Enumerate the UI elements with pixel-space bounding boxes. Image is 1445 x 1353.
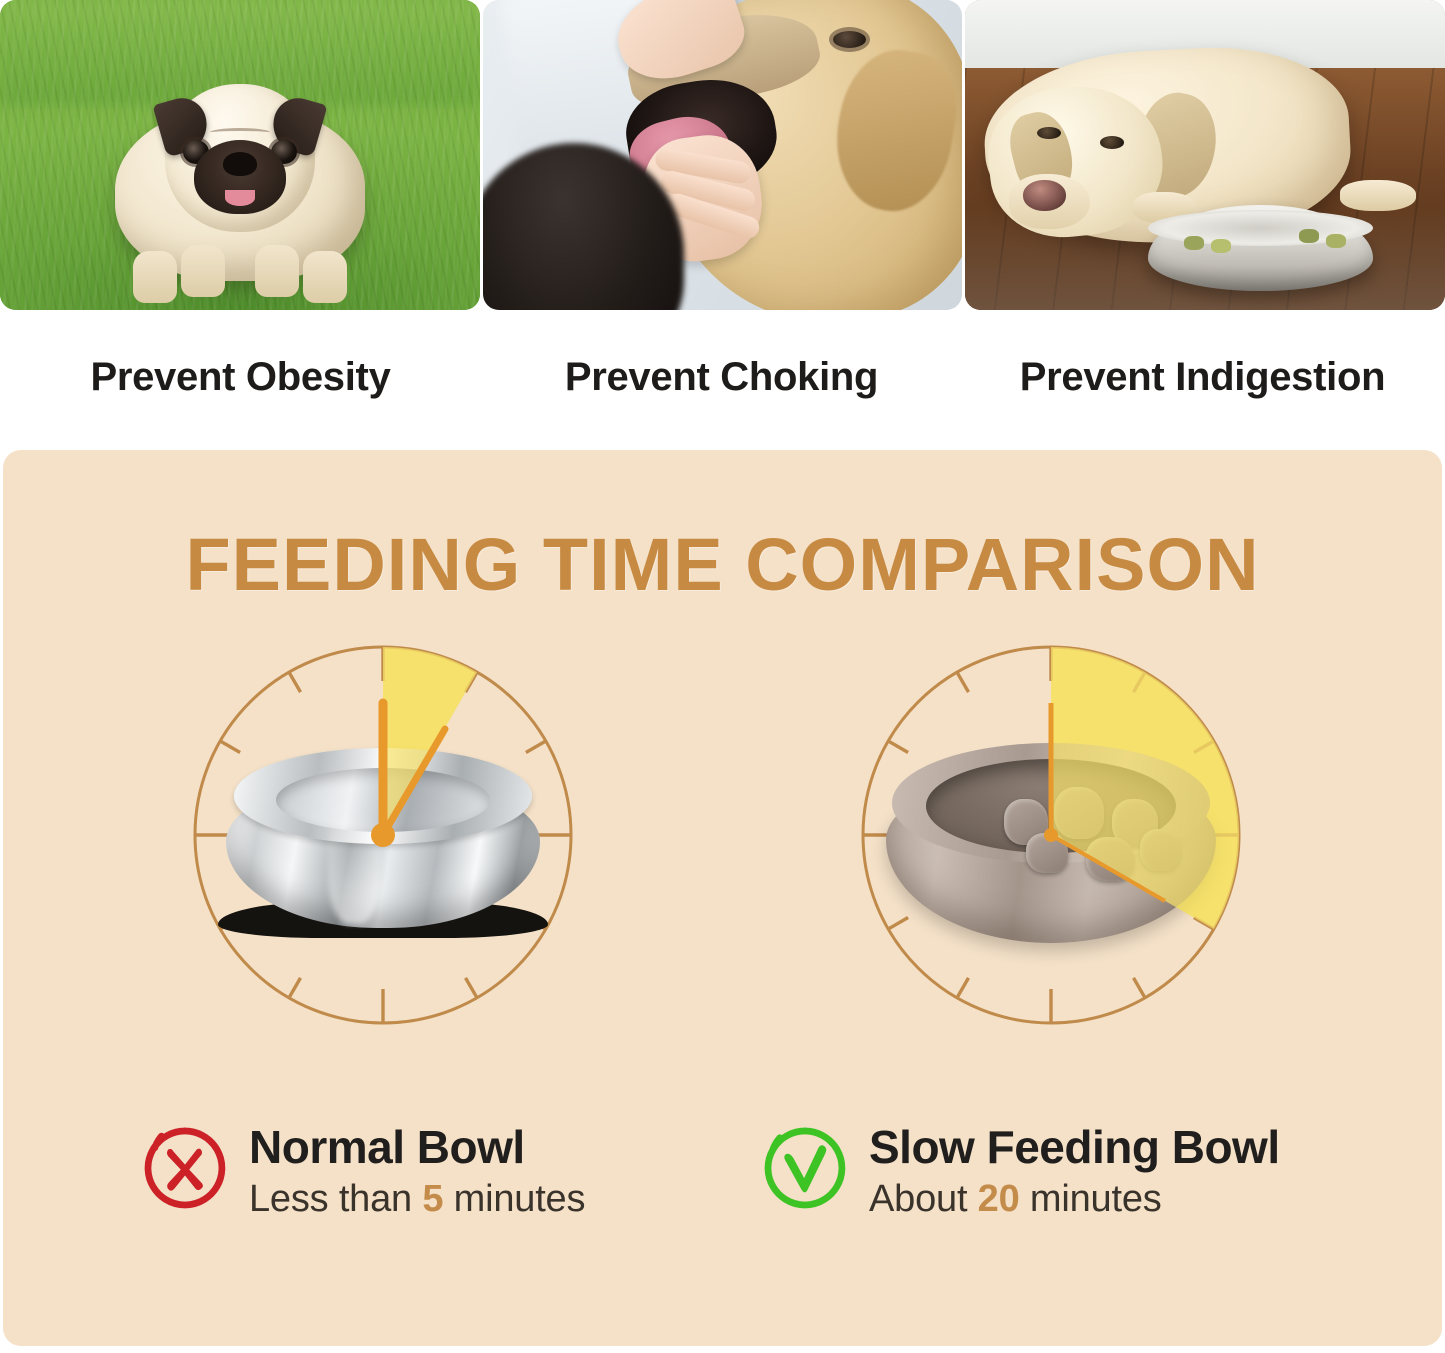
food-bowl (1147, 204, 1374, 292)
green-check-icon (764, 1127, 846, 1209)
dog-eye (832, 31, 867, 49)
caption-prevent-choking: Prevent Choking (564, 354, 879, 399)
bowl-highlight (328, 806, 380, 925)
pug-muzzle (193, 139, 286, 214)
maze-nub (1140, 829, 1180, 872)
caption-prevent-obesity: Prevent Obesity (90, 354, 391, 399)
pug-forehead-wrinkle (209, 127, 270, 137)
dial-comparison-row (3, 625, 1442, 1095)
photo-prevent-indigestion (965, 0, 1445, 310)
maze-nub (1026, 833, 1068, 874)
photo-prevent-obesity (0, 0, 480, 310)
pug-head (152, 83, 328, 232)
panel-title: FEEDING TIME COMPARISON (185, 523, 1260, 606)
legend-text-block: Normal Bowl Less than 5 minutes (249, 1121, 585, 1224)
photo-prevent-choking (482, 0, 963, 310)
pug-leg (132, 250, 177, 303)
legend-sub-prefix: Less than (249, 1177, 423, 1220)
legend-slow-feeding-bowl: Slow Feeding Bowl About 20 minutes (763, 1121, 1280, 1224)
pug-illustration (114, 83, 365, 303)
benefit-photo-strip (0, 0, 1445, 320)
slow-feeding-bowl-dial (841, 625, 1261, 1045)
feeding-time-comparison-panel: FEEDING TIME COMPARISON (3, 450, 1442, 1346)
pug-nose (222, 151, 257, 176)
legend-title: Slow Feeding Bowl (869, 1121, 1280, 1173)
pug-leg (180, 244, 225, 297)
legend-title: Normal Bowl (249, 1121, 525, 1173)
kibble (1210, 239, 1231, 254)
dog-eye (1099, 136, 1124, 149)
legend-subtitle: Less than 5 minutes (249, 1176, 585, 1224)
stainless-steel-bowl (218, 748, 548, 939)
legend-sub-number: 5 (422, 1177, 444, 1220)
bowl-interior (276, 768, 490, 833)
red-cross-icon (144, 1127, 226, 1209)
maze-nub (1054, 787, 1104, 840)
legend-normal-bowl: Normal Bowl Less than 5 minutes (143, 1121, 585, 1224)
slow-feeder-bowl (886, 743, 1216, 944)
legend-sub-suffix: minutes (443, 1177, 586, 1220)
pug-tongue (224, 189, 255, 206)
pug-leg (302, 250, 347, 303)
benefit-caption-row: Prevent Obesity Prevent Choking Prevent … (0, 322, 1445, 432)
bowl-interior (926, 759, 1180, 882)
legend-sub-suffix: minutes (1019, 1177, 1162, 1220)
dog-paw (1339, 179, 1417, 211)
legend-sub-number: 20 (977, 1177, 1020, 1220)
kibble (1183, 235, 1204, 250)
legend-sub-prefix: About (869, 1177, 978, 1220)
maze-nub (1086, 837, 1134, 882)
dog-eye (1037, 127, 1062, 140)
pug-leg (254, 244, 299, 297)
comparison-legend-row: Normal Bowl Less than 5 minutes Slow Fee… (3, 1121, 1442, 1262)
legend-subtitle: About 20 minutes (869, 1176, 1280, 1224)
normal-bowl-dial (173, 625, 593, 1045)
caption-prevent-indigestion: Prevent Indigestion (1019, 354, 1386, 399)
kibble (1298, 228, 1319, 243)
kibble (1325, 234, 1346, 248)
legend-text-block: Slow Feeding Bowl About 20 minutes (869, 1121, 1280, 1224)
dog-nose (1022, 179, 1067, 211)
